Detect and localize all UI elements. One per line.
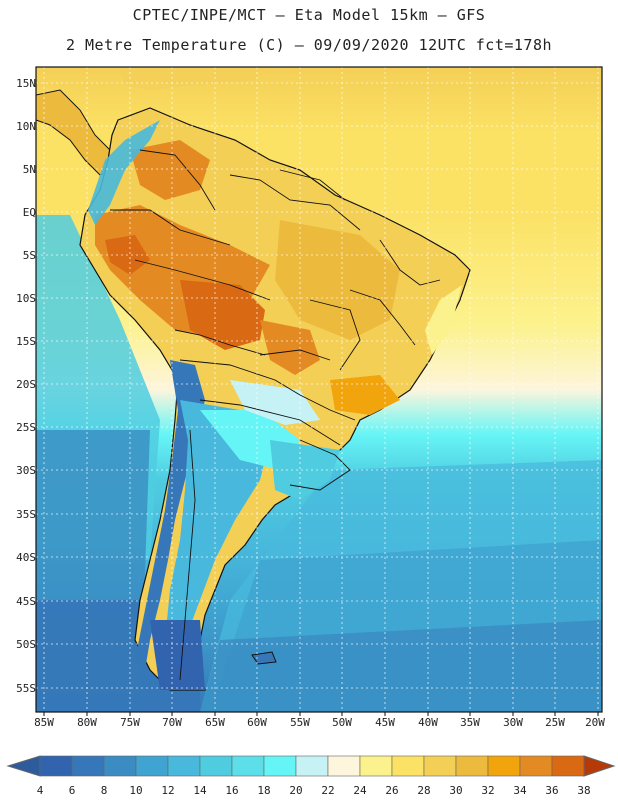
colorbar-swatch <box>519 755 553 777</box>
andes-north <box>88 120 160 225</box>
colorbar-swatch <box>263 755 297 777</box>
colorbar-label: 4 <box>36 784 44 797</box>
colorbar <box>6 755 616 777</box>
colorbar-label: 10 <box>129 784 143 797</box>
lat-label: 15N <box>16 77 36 90</box>
colorbar-label: 26 <box>385 784 399 797</box>
colorbar-label: 30 <box>449 784 463 797</box>
colorbar-label: 12 <box>161 784 175 797</box>
lat-label: 15S <box>16 335 36 348</box>
colorbar-swatch <box>103 755 137 777</box>
lat-label: 45S <box>16 595 36 608</box>
lon-label: 85W <box>34 716 54 729</box>
colorbar-swatch <box>199 755 233 777</box>
colorbar-label: 28 <box>417 784 431 797</box>
lon-label: 50W <box>332 716 352 729</box>
lon-label: 70W <box>162 716 182 729</box>
lon-label: 75W <box>120 716 140 729</box>
colorbar-label: 20 <box>289 784 303 797</box>
lat-label: 10S <box>16 292 36 305</box>
colorbar-swatch <box>487 755 521 777</box>
title-line-2: 2 Metre Temperature (C) – 09/09/2020 12U… <box>65 36 553 54</box>
lat-label: 20S <box>16 378 36 391</box>
lat-label: 10N <box>16 120 36 133</box>
colorbar-swatch <box>455 755 489 777</box>
axis-ticks <box>43 712 599 716</box>
colorbar-swatch <box>39 755 73 777</box>
colorbar-swatch <box>359 755 393 777</box>
lon-label: 35W <box>460 716 480 729</box>
colorbar-label: 24 <box>353 784 367 797</box>
title-line-1: CPTEC/INPE/MCT – Eta Model 15km – GFS <box>132 6 486 24</box>
colorbar-label: 22 <box>321 784 335 797</box>
lon-label: 45W <box>375 716 395 729</box>
lat-label: 50S <box>16 638 36 651</box>
lat-label: 35S <box>16 508 36 521</box>
colorbar-swatch <box>135 755 169 777</box>
bolivia-hottest <box>180 280 265 350</box>
lat-label: 40S <box>16 551 36 564</box>
colorbar-swatch <box>551 755 585 777</box>
lat-label: 55S <box>16 682 36 695</box>
colorbar-swatch <box>423 755 457 777</box>
colorbar-label: 38 <box>577 784 591 797</box>
map-frame <box>35 66 603 713</box>
lon-label: 20W <box>585 716 605 729</box>
colorbar-swatch <box>295 755 329 777</box>
lon-label: 55W <box>290 716 310 729</box>
colorbar-swatch <box>71 755 105 777</box>
colorbar-label: 6 <box>68 784 76 797</box>
colorbar-label: 14 <box>193 784 207 797</box>
country-borders <box>110 149 441 681</box>
colorbar-label: 36 <box>545 784 559 797</box>
lat-label: 5S <box>22 249 36 262</box>
lon-label: 25W <box>545 716 565 729</box>
lat-label: EQ <box>22 206 36 219</box>
colorbar-label: 18 <box>257 784 271 797</box>
colorbar-label: 34 <box>513 784 527 797</box>
lon-label: 60W <box>247 716 267 729</box>
lon-label: 40W <box>418 716 438 729</box>
colorbar-swatch <box>231 755 265 777</box>
colorbar-swatch <box>391 755 425 777</box>
colorbar-label: 32 <box>481 784 495 797</box>
colorbar-swatch <box>327 755 361 777</box>
lon-label: 65W <box>205 716 225 729</box>
lat-label: 25S <box>16 421 36 434</box>
colorbar-low-arrow <box>6 755 41 777</box>
colorbar-label: 8 <box>100 784 108 797</box>
lat-label: 5N <box>22 163 36 176</box>
lat-label: 30S <box>16 464 36 477</box>
colorbar-high-arrow <box>583 755 616 777</box>
lon-label: 80W <box>77 716 97 729</box>
graticule <box>36 67 602 712</box>
colorbar-label: 16 <box>225 784 239 797</box>
colorbar-swatch <box>167 755 201 777</box>
lon-label: 30W <box>503 716 523 729</box>
